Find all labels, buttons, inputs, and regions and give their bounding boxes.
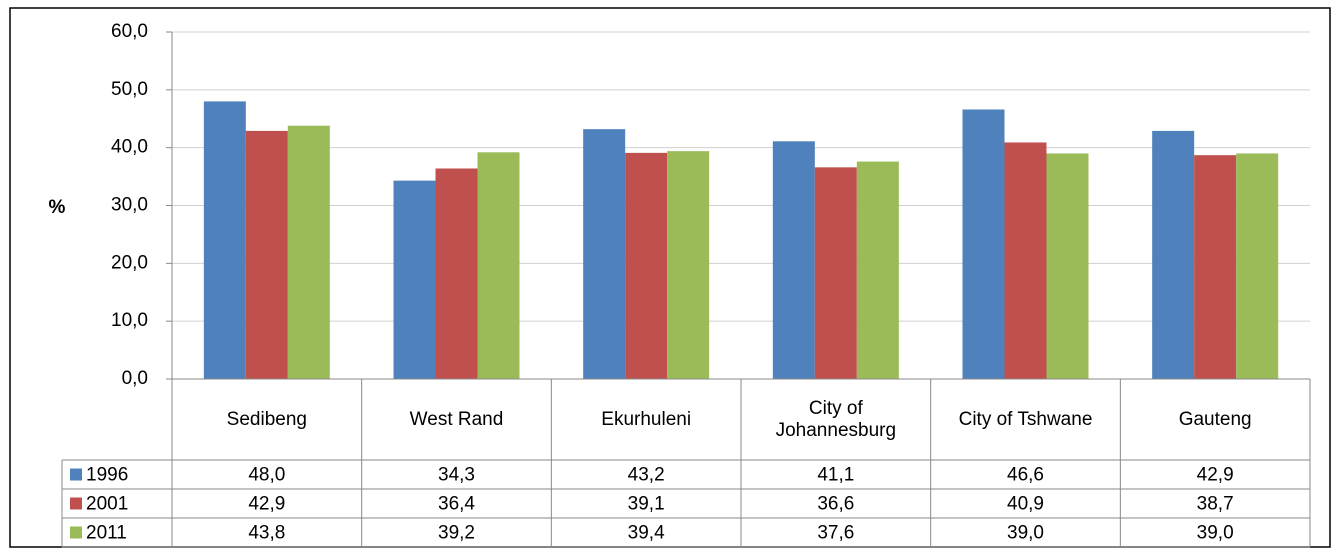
- x-tick-label: West Rand: [409, 408, 504, 430]
- bar: [772, 141, 815, 379]
- bar: [583, 129, 626, 379]
- table-value: 42,9: [1197, 465, 1234, 486]
- bar: [814, 167, 857, 379]
- x-tick-label: City of Johannesburg: [775, 397, 897, 441]
- table-value: 41,1: [817, 465, 854, 486]
- bar: [625, 152, 668, 379]
- table-value: 39,1: [628, 494, 665, 515]
- bar: [1004, 142, 1047, 379]
- legend-label: 2001: [86, 494, 128, 515]
- legend-label: 2011: [86, 523, 127, 544]
- bar: [962, 109, 1005, 379]
- table-value: 39,0: [1197, 523, 1234, 544]
- legend-swatch: [70, 468, 82, 481]
- legend-swatch: [70, 526, 82, 539]
- table-value: 36,4: [438, 494, 475, 515]
- y-axis-label: %: [49, 197, 66, 218]
- legend-label: 1996: [86, 465, 128, 486]
- y-tick-label: 0,0: [122, 368, 148, 389]
- bar: [287, 125, 330, 379]
- y-tick-label: 60,0: [111, 21, 148, 42]
- x-tick-label: Gauteng: [1178, 408, 1252, 430]
- bar: [1236, 153, 1279, 379]
- y-tick-label: 10,0: [111, 310, 148, 331]
- table-value: 40,9: [1007, 494, 1044, 515]
- y-tick-label: 40,0: [111, 137, 148, 158]
- y-tick-label: 50,0: [111, 79, 148, 100]
- x-tick-label: Ekurhuleni: [601, 408, 692, 430]
- legend-swatch: [70, 497, 82, 510]
- bar: [203, 101, 246, 380]
- table-value: 43,2: [628, 465, 665, 486]
- x-tick-label: City of Tshwane: [958, 408, 1093, 430]
- bar: [1194, 155, 1237, 379]
- bar: [435, 168, 478, 379]
- table-value: 43,8: [248, 523, 285, 544]
- bar: [477, 152, 520, 379]
- table-value: 42,9: [248, 494, 285, 515]
- table-value: 48,0: [248, 465, 285, 486]
- table-value: 46,6: [1007, 465, 1044, 486]
- table-value: 34,3: [438, 465, 475, 486]
- y-tick-label: 30,0: [111, 195, 148, 216]
- bar: [667, 151, 710, 379]
- bar: [1046, 153, 1089, 379]
- bar: [393, 180, 436, 379]
- table-value: 36,6: [817, 494, 854, 515]
- table-value: 37,6: [817, 523, 854, 544]
- y-tick-label: 20,0: [111, 252, 148, 273]
- x-tick-label: Sedibeng: [226, 408, 307, 430]
- bar: [856, 161, 899, 379]
- table-value: 39,4: [628, 523, 665, 544]
- table-value: 38,7: [1197, 494, 1234, 515]
- table-value: 39,0: [1007, 523, 1044, 544]
- bar: [245, 130, 288, 379]
- bar: [1152, 130, 1195, 379]
- table-value: 39,2: [438, 523, 475, 544]
